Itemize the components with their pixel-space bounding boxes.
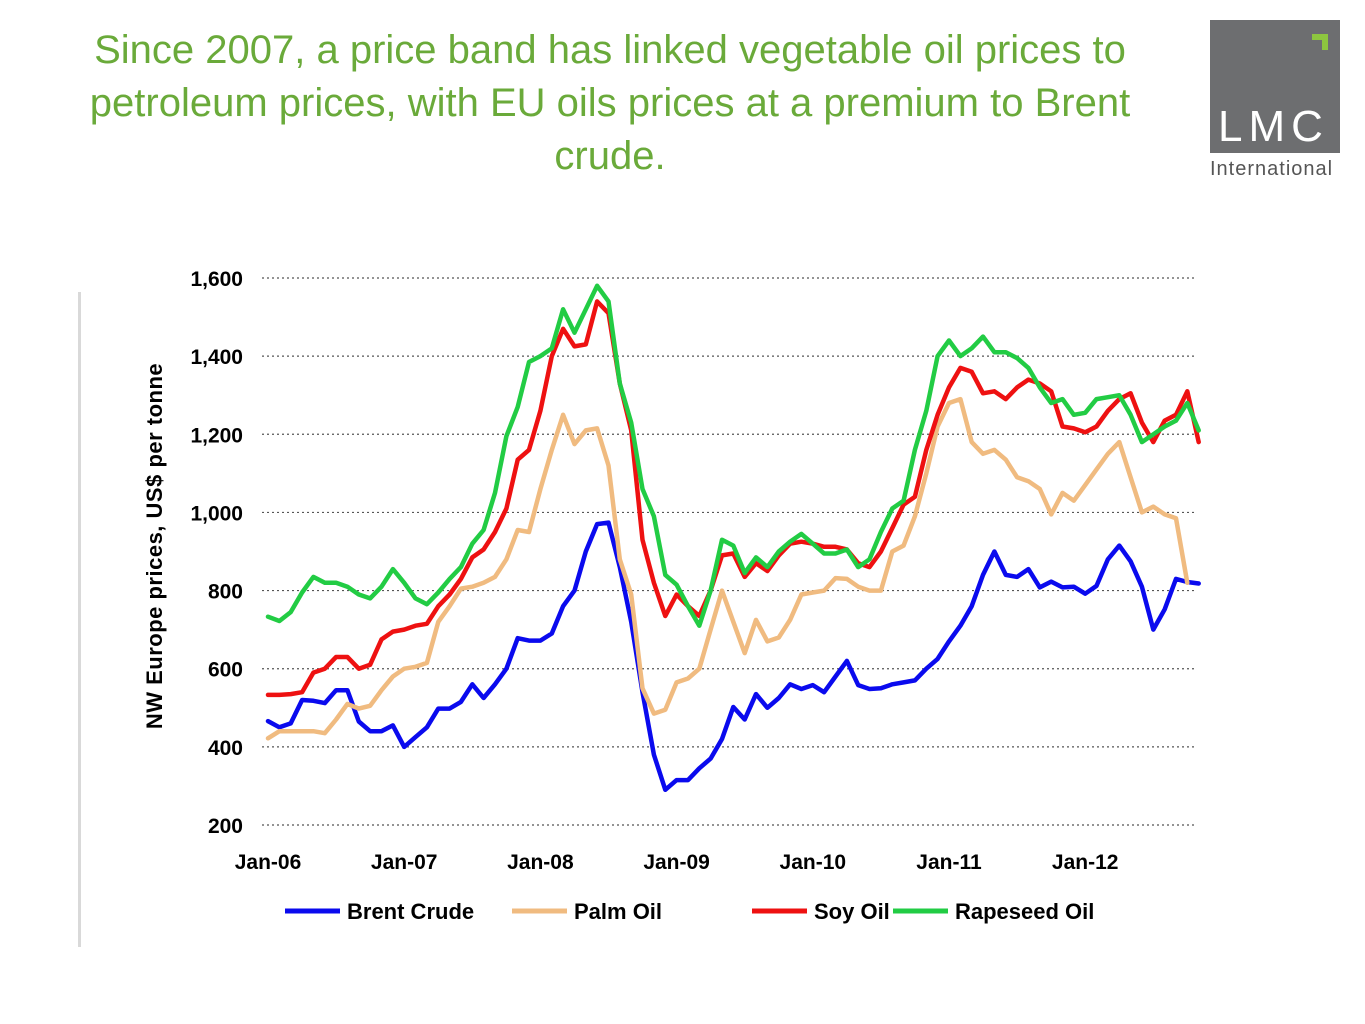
x-axis-ticks: Jan-06 Jan-07 Jan-08 Jan-09 Jan-10 Jan-11 Jan-… — [235, 851, 1119, 874]
x-tick-label: Jan-11 — [916, 851, 982, 874]
y-tick-label: 1,200 — [190, 424, 243, 447]
series-line-rapeseed-oil — [265, 283, 1201, 628]
y-tick-label: 800 — [208, 581, 243, 604]
y-tick-label: 1,400 — [190, 346, 243, 369]
x-tick-label: Jan-06 — [235, 851, 302, 874]
x-tick-label: Jan-10 — [780, 851, 847, 874]
slide-title: Since 2007, a price band has linked vege… — [89, 28, 1131, 178]
legend-label: Soy Oil — [814, 899, 890, 924]
y-tick-label: 600 — [208, 659, 243, 682]
legend-label: Palm Oil — [574, 899, 662, 924]
y-tick-label: 1,000 — [190, 502, 243, 525]
series-line-palm-oil — [265, 396, 1190, 741]
logo-brand-text: LMC — [1218, 102, 1329, 151]
lmc-logo: LMC International — [1210, 20, 1340, 182]
logo-subtext: International — [1210, 158, 1334, 180]
series-lines — [265, 283, 1201, 793]
x-tick-label: Jan-07 — [371, 851, 438, 874]
gridlines — [262, 277, 1195, 826]
x-tick-label: Jan-08 — [507, 851, 574, 874]
left-divider — [78, 292, 81, 947]
y-tick-label: 200 — [208, 815, 243, 838]
legend: Brent Crude Palm Oil Soy Oil Rapeseed Oil — [285, 899, 1094, 924]
y-tick-label: 400 — [208, 737, 243, 760]
series-line-brent-crude — [265, 520, 1201, 793]
y-tick-label: 1,600 — [190, 268, 243, 291]
legend-label: Brent Crude — [347, 899, 474, 924]
x-tick-label: Jan-12 — [1052, 851, 1119, 874]
y-axis-title: NW Europe prices, US$ per tonne — [142, 363, 167, 729]
legend-label: Rapeseed Oil — [955, 899, 1094, 924]
y-axis-ticks: 200 400 600 800 1,000 1,200 1,400 1,600 — [190, 268, 243, 838]
logo-box: LMC — [1210, 20, 1340, 153]
x-tick-label: Jan-09 — [643, 851, 710, 874]
series-line-soy-oil — [265, 299, 1201, 698]
corner-mark-icon — [1312, 34, 1328, 50]
